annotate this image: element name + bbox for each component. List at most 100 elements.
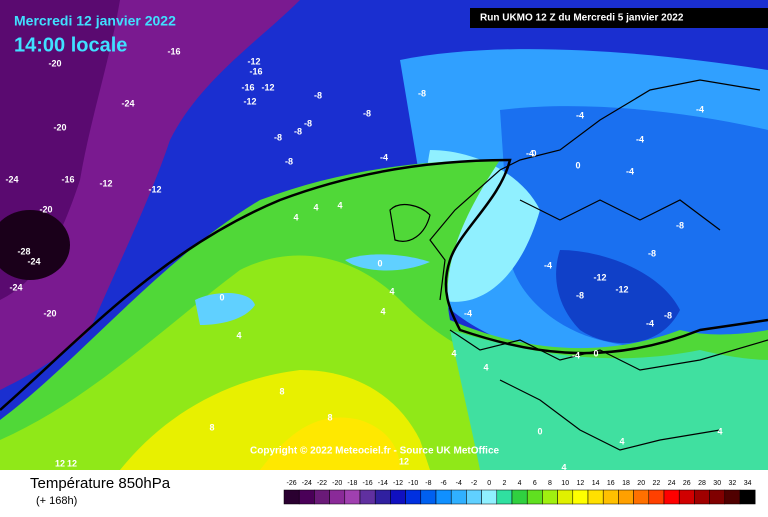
- color-swatch: [298, 489, 315, 505]
- color-swatch: [587, 489, 604, 505]
- map-value-label: 4: [619, 436, 624, 446]
- map-date: Mercredi 12 janvier 2022: [14, 13, 176, 29]
- map-value-label: -20: [48, 58, 61, 68]
- map-value-label: -4: [696, 104, 704, 114]
- map-value-label: -12: [247, 56, 260, 66]
- run-info: Run UKMO 12 Z du Mercredi 5 janvier 2022: [480, 13, 684, 24]
- map-value-label: -16: [249, 66, 262, 76]
- color-swatch: [602, 489, 619, 505]
- map-value-label: -20: [39, 204, 52, 214]
- scale-tick-label: 12: [577, 480, 585, 487]
- color-swatch: [450, 489, 467, 505]
- map-value-label: -24: [9, 282, 22, 292]
- map-value-label: -4: [464, 308, 472, 318]
- map-time: 14:00 locale: [14, 34, 127, 56]
- map-value-label: -8: [274, 132, 282, 142]
- map-value-label: -16: [241, 82, 254, 92]
- map-value-label: 12: [399, 456, 409, 466]
- map-labels: -20-24-20-16-12-16-12-16-12-8 -8-8-8-8-8-…: [5, 46, 722, 472]
- scale-tick-label: -4: [456, 480, 462, 487]
- map-value-label: -8: [285, 156, 293, 166]
- color-swatch: [678, 489, 695, 505]
- scale-tick-label: -12: [393, 480, 403, 487]
- map-background: [0, 0, 768, 470]
- map-value-label: -24: [27, 256, 40, 266]
- map-value-label: -12: [615, 284, 628, 294]
- map-value-label: 4: [561, 462, 566, 472]
- map-value-label: 8: [279, 386, 284, 396]
- scale-tick-label: -14: [378, 480, 388, 487]
- scale-tick-label: -6: [440, 480, 446, 487]
- color-swatch: [739, 489, 756, 505]
- map-value-label: 4: [717, 426, 722, 436]
- color-swatch: [648, 489, 665, 505]
- map-value-label: -8: [294, 126, 302, 136]
- map-value-label: -28: [17, 246, 30, 256]
- map-value-label: 0: [219, 292, 224, 302]
- scale-tick-label: -22: [317, 480, 327, 487]
- color-swatch: [496, 489, 513, 505]
- map-value-label: 4: [451, 348, 456, 358]
- color-scale: -26 -24 -22 -20 -18 -16 -14 -12 -10 -8 -6 -4 -2 0 2 4 6 8…: [283, 480, 756, 505]
- map-value-label: 4: [483, 362, 488, 372]
- scale-tick-label: -8: [425, 480, 431, 487]
- map-value-label: -8: [648, 248, 656, 258]
- color-swatch: [374, 489, 391, 505]
- map-value-label: -8: [664, 310, 672, 320]
- map-value-label: -8: [304, 118, 312, 128]
- map-value-label: 0: [575, 160, 580, 170]
- map-value-label: -4: [576, 110, 584, 120]
- color-swatch: [526, 489, 543, 505]
- map-value-label: -24: [5, 174, 18, 184]
- color-swatch: [709, 489, 726, 505]
- map-value-label: 12: [67, 458, 77, 468]
- scale-tick-label: 32: [729, 480, 737, 487]
- scale-tick-label: -2: [471, 480, 477, 487]
- color-swatch: [420, 489, 437, 505]
- scale-tick-label: 18: [622, 480, 630, 487]
- color-swatch: [694, 489, 710, 505]
- scale-tick-label: -26: [287, 480, 297, 487]
- map-value-label: -8: [314, 90, 322, 100]
- map-value-label: 4: [293, 212, 298, 222]
- color-swatch: [511, 489, 528, 505]
- color-swatch: [481, 489, 498, 505]
- map-value-label: -4: [626, 166, 634, 176]
- run-box: [470, 8, 768, 28]
- color-swatch: [359, 489, 376, 505]
- map-value-label: -16: [167, 46, 180, 56]
- map-value-label: 4: [389, 286, 394, 296]
- scale-tick-label: 16: [607, 480, 615, 487]
- color-swatch: [405, 489, 422, 505]
- map-value-label: -8: [418, 88, 426, 98]
- map-value-label: 4: [337, 200, 342, 210]
- map-value-label: -12: [148, 184, 161, 194]
- legend-subtitle: (+ 168h): [36, 495, 77, 507]
- color-swatch: [663, 489, 680, 505]
- coastlines: [389, 79, 768, 451]
- map-value-label: -12: [261, 82, 274, 92]
- color-swatch: [344, 489, 361, 505]
- map-value-label: -4: [380, 152, 388, 162]
- color-swatch: [618, 489, 634, 505]
- map-value-label: -4: [526, 148, 534, 158]
- scale-tick-label: 14: [592, 480, 600, 487]
- scale-tick-label: 8: [548, 480, 552, 487]
- map-value-label: 0: [537, 426, 542, 436]
- copyright: Copyright © 2022 Meteociel.fr - Source U…: [250, 446, 500, 457]
- scale-tick-label: 22: [653, 480, 661, 487]
- scale-tick-label: 28: [698, 480, 706, 487]
- map-value-label: 8: [327, 412, 332, 422]
- scale-tick-label: 24: [668, 480, 676, 487]
- map-value-label: -8: [363, 108, 371, 118]
- scale-tick-label: -10: [408, 480, 418, 487]
- scale-tick-label: 20: [637, 480, 645, 487]
- color-swatch: [557, 489, 574, 505]
- color-swatch: [283, 489, 300, 505]
- map-value-label: -16: [61, 174, 74, 184]
- color-swatch: [466, 489, 482, 505]
- color-swatch: [435, 489, 452, 505]
- map-value-label: -4: [544, 260, 552, 270]
- map-value-label: -4: [572, 350, 580, 360]
